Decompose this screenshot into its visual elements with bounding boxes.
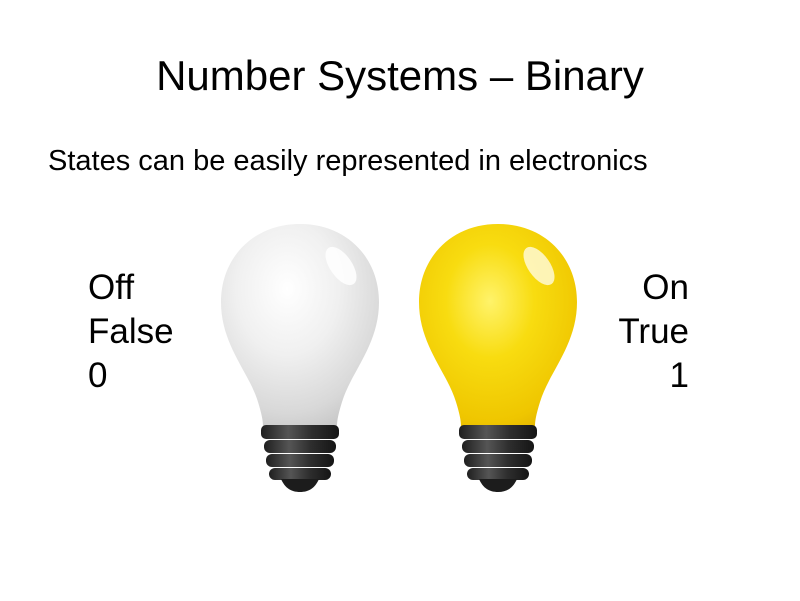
slide-title: Number Systems – Binary bbox=[156, 52, 644, 99]
off-bulb-glass bbox=[221, 224, 379, 427]
on-bulb-tip bbox=[479, 479, 517, 492]
on-bulb-thread-3 bbox=[467, 468, 529, 480]
off-state-labels: Off False 0 bbox=[88, 266, 174, 398]
light-bulb-off-icon bbox=[221, 224, 379, 492]
off-bulb-tip bbox=[281, 479, 319, 492]
one-label: 1 bbox=[669, 356, 689, 395]
off-bulb-thread-1 bbox=[264, 440, 336, 453]
on-label: On bbox=[642, 268, 689, 307]
on-bulb-thread-2 bbox=[464, 454, 532, 467]
off-bulb-thread-3 bbox=[269, 468, 331, 480]
on-state-labels: On True 1 bbox=[618, 266, 689, 398]
on-bulb-collar bbox=[459, 425, 537, 439]
off-bulb-thread-2 bbox=[266, 454, 334, 467]
slide-subtitle: States can be easily represented in elec… bbox=[48, 145, 648, 177]
on-bulb-glass bbox=[419, 224, 577, 427]
on-bulb-thread-1 bbox=[462, 440, 534, 453]
off-bulb-highlight bbox=[325, 246, 357, 286]
zero-label: 0 bbox=[88, 356, 108, 395]
on-bulb-highlight bbox=[523, 246, 555, 286]
off-label: Off bbox=[88, 268, 135, 307]
off-bulb-collar bbox=[261, 425, 339, 439]
true-label: True bbox=[618, 312, 689, 351]
false-label: False bbox=[88, 312, 174, 351]
light-bulb-on-icon bbox=[419, 224, 577, 492]
